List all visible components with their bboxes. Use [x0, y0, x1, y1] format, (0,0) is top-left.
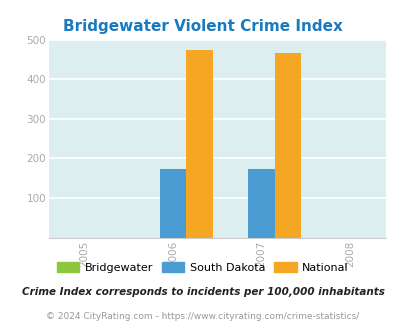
Text: © 2024 CityRating.com - https://www.cityrating.com/crime-statistics/: © 2024 CityRating.com - https://www.city…	[46, 312, 359, 321]
Bar	[159, 170, 186, 238]
Text: Bridgewater Violent Crime Index: Bridgewater Violent Crime Index	[63, 19, 342, 34]
Bar	[247, 170, 274, 238]
Bar	[186, 50, 212, 238]
Bar	[274, 53, 301, 238]
Legend: Bridgewater, South Dakota, National: Bridgewater, South Dakota, National	[53, 258, 352, 278]
Text: Crime Index corresponds to incidents per 100,000 inhabitants: Crime Index corresponds to incidents per…	[21, 287, 384, 297]
